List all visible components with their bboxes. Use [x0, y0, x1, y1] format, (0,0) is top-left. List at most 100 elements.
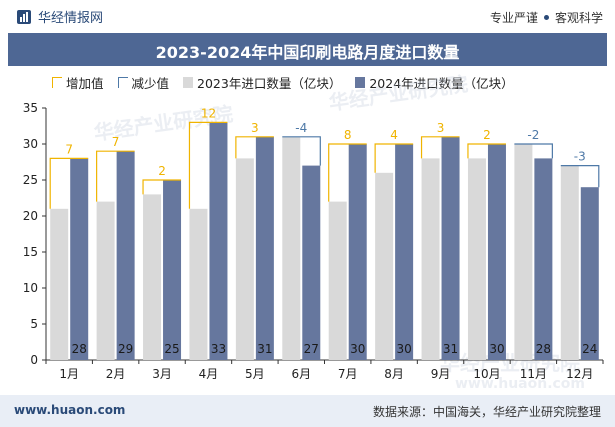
- change-label: 2: [483, 128, 491, 142]
- change-label: 3: [251, 121, 259, 135]
- tag-objective: 客观科学: [554, 11, 603, 25]
- legend-item-increase: 增加值: [52, 73, 104, 92]
- legend-label-2024: 2024年进口数量（亿块）: [369, 75, 514, 91]
- bar-value-label: 28: [536, 342, 551, 356]
- watermark-text-upper-right: 华经产业研究院: [327, 72, 469, 115]
- legend-label-2023: 2023年进口数量（亿块）: [197, 75, 342, 91]
- increase-bracket: [188, 121, 228, 209]
- y-tick-label: 25: [23, 173, 38, 187]
- change-label: 2: [158, 164, 166, 178]
- bar-2024: [209, 122, 228, 361]
- bar-2023: [375, 172, 394, 360]
- dot-separator-icon: [543, 15, 549, 20]
- bar-2023: [467, 158, 486, 360]
- decrease-bracket: [514, 143, 553, 159]
- y-tick-label: 15: [23, 245, 38, 259]
- bar-value-label: 30: [350, 342, 365, 356]
- decrease-bracket: [282, 136, 321, 166]
- x-tick-label: 12月: [566, 367, 593, 381]
- bar-value-label: 28: [72, 342, 87, 356]
- series-2023-swatch-icon: [183, 76, 194, 88]
- y-tick-label: 20: [23, 209, 38, 223]
- bar-2024: [534, 158, 553, 360]
- bar-value-label: 25: [164, 342, 179, 356]
- bar-2023: [189, 208, 208, 360]
- change-label: 12: [201, 106, 216, 120]
- increase-bracket: [142, 179, 182, 195]
- brand-name: 华经情报网: [38, 11, 104, 26]
- legend-item-2024: 2024年进口数量（亿块）: [355, 73, 514, 92]
- x-tick-label: 8月: [384, 367, 404, 381]
- bar-2023: [328, 201, 347, 360]
- bar-2023: [96, 201, 115, 360]
- bar-2024: [487, 144, 506, 360]
- x-tick-label: 9月: [431, 367, 451, 381]
- x-tick-label: 10月: [473, 367, 500, 381]
- bar-2024: [116, 151, 135, 360]
- bar-value-label: 30: [489, 342, 504, 356]
- bar-2024: [348, 144, 367, 360]
- bar-value-label: 33: [211, 342, 226, 356]
- footer-website: www.huaon.com: [14, 403, 126, 417]
- increase-swatch-icon: [52, 76, 62, 88]
- bar-chart: 华经产业研究院 华经产业研究院 华经产业研究院 www.huaon.com 05…: [23, 72, 604, 392]
- top-bar: 华经情报网 专业严谨 客观科学: [0, 0, 615, 33]
- change-label: -4: [295, 121, 307, 135]
- increase-bracket: [328, 143, 367, 202]
- bar-value-label: 29: [118, 342, 133, 356]
- increase-bracket: [374, 143, 414, 173]
- brand: 华经情报网: [16, 7, 103, 26]
- legend-label-decrease: 减少值: [131, 75, 170, 91]
- bar-2023: [514, 144, 533, 360]
- x-tick-label: 4月: [199, 367, 219, 381]
- decrease-bracket: [560, 165, 600, 188]
- y-tick-label: 0: [30, 353, 38, 367]
- change-label: 7: [112, 135, 120, 149]
- increase-bracket: [467, 143, 506, 159]
- bar-2024: [302, 165, 321, 360]
- y-tick-label: 35: [23, 101, 38, 115]
- chart-title: 2023-2024年中国印刷电路月度进口数量: [155, 43, 460, 62]
- increase-bracket: [235, 136, 274, 159]
- change-label: 7: [65, 142, 73, 156]
- title-bar: 2023-2024年中国印刷电路月度进口数量: [8, 33, 607, 66]
- bars: [49, 121, 600, 361]
- header-tags: 专业严谨 客观科学: [490, 9, 603, 26]
- brand-logo-icon: [17, 9, 31, 24]
- x-tick-label: 6月: [291, 367, 311, 381]
- legend-item-2023: 2023年进口数量（亿块）: [183, 73, 341, 92]
- bar-2024: [441, 136, 460, 360]
- bar-2023: [143, 194, 162, 360]
- bar-value-label: 24: [582, 342, 597, 356]
- bar-value-label: 30: [396, 342, 411, 356]
- change-label: 8: [344, 128, 352, 142]
- x-tick-label: 11月: [520, 367, 547, 381]
- bar-value-label: 31: [257, 342, 272, 356]
- bar-2023: [235, 158, 254, 360]
- bar-value-label: 27: [304, 342, 319, 356]
- increase-bracket: [420, 136, 460, 159]
- change-label: 4: [390, 128, 398, 142]
- change-label: -3: [574, 150, 586, 164]
- series-2024-swatch-icon: [355, 76, 366, 88]
- bar-2023: [50, 208, 69, 360]
- change-label: -2: [527, 128, 539, 142]
- bar-2023: [560, 165, 579, 360]
- increase-bracket: [96, 150, 135, 202]
- footer: www.huaon.com 数据来源：中国海关，华经产业研究院整理: [0, 395, 615, 427]
- bar-2023: [421, 158, 440, 360]
- bar-2024: [580, 187, 599, 360]
- y-tick-label: 5: [30, 317, 38, 331]
- increase-bracket: [49, 157, 89, 209]
- decrease-swatch-icon: [117, 76, 128, 88]
- tag-professional: 专业严谨: [489, 11, 538, 25]
- x-tick-label: 1月: [59, 367, 79, 381]
- x-tick-label: 5月: [245, 367, 265, 381]
- watermark-url: www.huaon.com: [455, 376, 585, 392]
- change-label: 3: [437, 121, 445, 135]
- legend-item-decrease: 减少值: [117, 73, 170, 92]
- bar-2024: [395, 144, 414, 360]
- bar-2024: [70, 158, 89, 360]
- x-tick-label: 3月: [152, 367, 172, 381]
